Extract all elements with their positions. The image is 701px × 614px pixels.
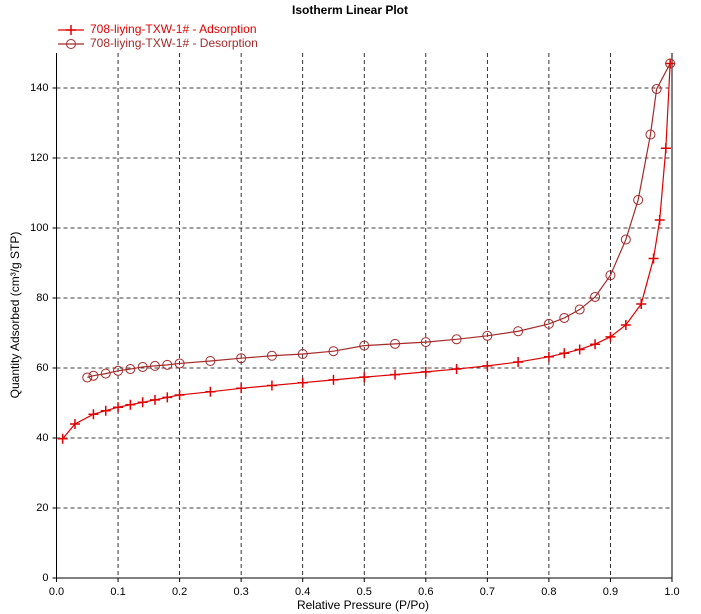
point <box>543 351 554 362</box>
point <box>390 338 401 349</box>
legend-marker <box>66 39 76 49</box>
y-tick-label: 20 <box>36 502 48 514</box>
point <box>390 369 401 380</box>
point <box>620 319 631 330</box>
x-tick-label: 0.2 <box>172 586 187 598</box>
point <box>513 357 524 368</box>
point <box>451 334 462 345</box>
point <box>451 364 462 375</box>
x-tick-label: 0.7 <box>480 586 495 598</box>
x-tick-label: 0.0 <box>49 586 64 598</box>
y-tick-label: 100 <box>30 222 48 234</box>
x-axis-label: Relative Pressure (P/Po) <box>297 598 429 612</box>
point <box>359 372 370 383</box>
point <box>328 374 339 385</box>
point <box>236 353 247 364</box>
point <box>328 346 339 357</box>
y-tick-label: 80 <box>36 292 48 304</box>
point <box>82 372 93 383</box>
y-tick-label: 120 <box>30 152 48 164</box>
point <box>88 409 99 420</box>
point <box>605 270 616 281</box>
point <box>648 253 659 264</box>
point <box>266 380 277 391</box>
point <box>651 84 662 95</box>
legend-label: 708-liying-TXW-1# - Adsorption <box>90 22 257 36</box>
legend-label: 708-liying-TXW-1# - Desorption <box>90 36 258 50</box>
y-tick-label: 40 <box>36 432 48 444</box>
point <box>205 356 216 366</box>
point <box>420 366 431 377</box>
point <box>559 348 570 359</box>
point <box>665 58 676 69</box>
x-tick-label: 0.6 <box>418 586 433 598</box>
chart-title: Isotherm Linear Plot <box>292 3 408 17</box>
point <box>665 58 676 69</box>
point <box>266 350 277 361</box>
legend-marker <box>66 25 76 35</box>
point <box>420 337 431 348</box>
point <box>620 234 631 245</box>
point <box>113 365 124 376</box>
point <box>149 360 160 371</box>
x-tick-label: 0.5 <box>357 586 372 598</box>
point <box>100 368 111 379</box>
point <box>482 360 493 371</box>
y-axis-label: Quantity Adsorbed (cm³/g STP) <box>8 232 22 399</box>
point <box>574 344 585 355</box>
point <box>543 318 554 329</box>
point <box>57 433 68 444</box>
point <box>125 399 136 410</box>
x-tick-label: 1.0 <box>664 586 679 598</box>
point <box>88 370 99 381</box>
point <box>605 331 616 342</box>
x-tick-label: 0.8 <box>541 586 556 598</box>
point <box>162 392 173 403</box>
point <box>137 361 148 372</box>
point <box>513 326 524 337</box>
y-tick-label: 140 <box>30 82 48 94</box>
series-line <box>87 63 671 379</box>
point <box>645 129 656 140</box>
point <box>113 402 124 413</box>
point <box>636 298 647 309</box>
point <box>590 291 601 302</box>
point <box>236 383 247 394</box>
point <box>297 377 308 388</box>
point <box>590 339 601 350</box>
point <box>162 359 173 370</box>
x-tick-label: 0.9 <box>603 586 618 598</box>
point <box>559 312 570 323</box>
point <box>69 419 80 429</box>
y-tick-label: 60 <box>36 362 48 374</box>
point <box>359 340 370 351</box>
x-tick-label: 0.3 <box>234 586 249 598</box>
x-tick-label: 0.1 <box>110 586 125 598</box>
point <box>174 389 185 400</box>
point <box>149 394 160 405</box>
point <box>660 143 671 154</box>
point <box>137 397 148 408</box>
point <box>574 304 585 315</box>
point <box>125 364 136 375</box>
point <box>174 358 185 369</box>
point <box>100 405 111 416</box>
point <box>205 386 216 397</box>
x-tick-label: 0.4 <box>295 586 310 598</box>
point <box>633 195 644 205</box>
point <box>654 214 665 225</box>
point <box>482 330 493 341</box>
point <box>297 349 308 359</box>
y-tick-label: 0 <box>42 572 48 584</box>
